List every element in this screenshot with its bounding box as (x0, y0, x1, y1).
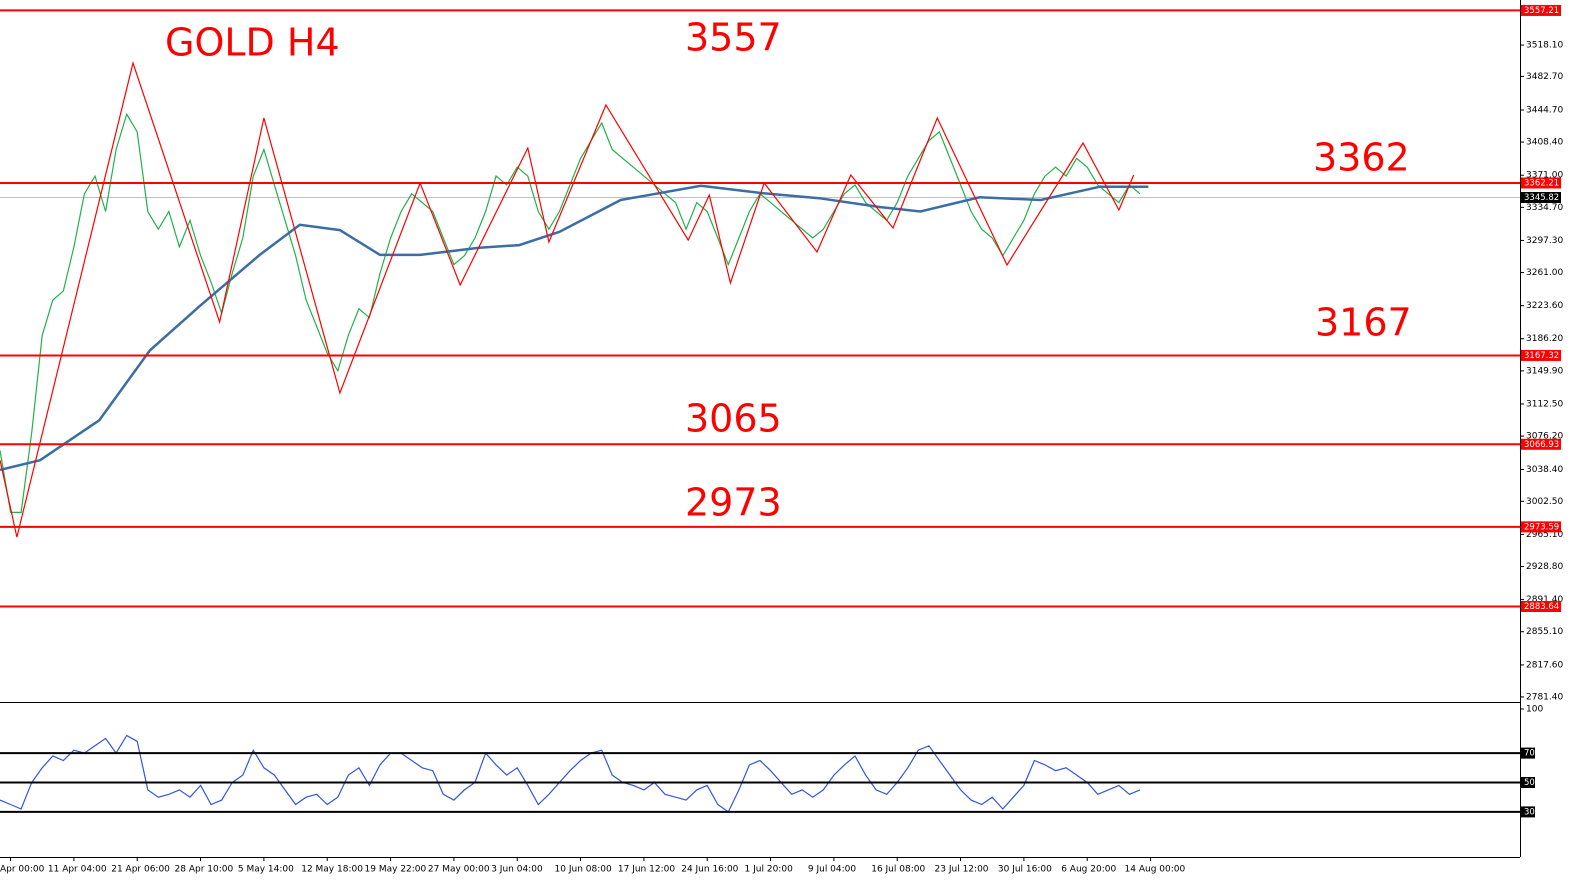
x-tick-label: 24 Jun 16:00 (681, 865, 738, 875)
x-tick-label: 12 May 18:00 (301, 865, 363, 875)
chart-title: GOLD H4 (165, 21, 340, 65)
x-tick-label: 9 Jul 04:00 (808, 865, 857, 875)
x-tick-label: 11 Apr 04:00 (48, 865, 107, 875)
bid-label-box (1521, 191, 1561, 203)
x-tick-label: 21 Apr 06:00 (111, 865, 170, 875)
x-tick-label: 5 May 14:00 (238, 865, 294, 875)
y-tick-label: 3186.20 (1526, 334, 1563, 344)
level-label: 30 (1524, 807, 1535, 817)
y-tick-label: 2817.60 (1526, 660, 1563, 670)
y-tick-label: 3297.30 (1526, 236, 1563, 246)
x-tick-label: 3 Jun 04:00 (491, 865, 543, 875)
x-tick-label: 16 Jul 08:00 (871, 865, 925, 875)
series-line (0, 60, 1135, 538)
level-label: 3066.93 (1524, 440, 1559, 450)
series-line (0, 734, 1141, 813)
level-label-box (1521, 4, 1561, 16)
level-label: 2973.59 (1524, 522, 1559, 532)
x-tick-label: 19 May 22:00 (365, 865, 427, 875)
y-tick-label: 3261.00 (1526, 268, 1563, 278)
y-tick-label: 2891.40 (1526, 595, 1563, 605)
annotation: 3167 (1315, 301, 1412, 345)
annotation: 3362 (1313, 136, 1410, 180)
y-tick-label: 3112.50 (1526, 399, 1563, 409)
x-tick-label: 17 Jun 12:00 (618, 865, 675, 875)
y-tick-label: 3482.70 (1526, 72, 1563, 82)
x-tick-label: 27 May 00:00 (428, 865, 490, 875)
x-tick-label: 28 Apr 10:00 (175, 865, 234, 875)
y-tick-label: 3408.40 (1526, 138, 1563, 148)
level-label: 70 (1524, 749, 1535, 759)
series-line (0, 112, 1141, 513)
y-tick-label: 3223.60 (1526, 301, 1563, 311)
bid-label: 3345.82 (1524, 193, 1559, 203)
level-label-box (1521, 600, 1561, 612)
level-label-box (1521, 438, 1561, 450)
y-tick-label: 3149.90 (1526, 366, 1563, 376)
x-tick-label: 30 Jul 16:00 (998, 865, 1052, 875)
level-label-box (1521, 806, 1535, 818)
y-tick-label: 100 (1526, 705, 1543, 715)
level-label-box (1521, 747, 1535, 759)
y-tick-label: 3371.00 (1526, 171, 1563, 181)
level-label-box (1521, 777, 1535, 788)
level-label-box (1521, 521, 1561, 533)
x-tick-label: 1 Jul 20:00 (745, 865, 794, 875)
x-tick-label: 10 Jun 08:00 (555, 865, 612, 875)
y-tick-label: 3334.70 (1526, 203, 1563, 213)
y-tick-label: 3444.70 (1526, 105, 1563, 115)
annotation: 3557 (685, 16, 782, 60)
x-tick-label: 6 Aug 20:00 (1061, 865, 1116, 875)
y-tick-label: 2781.40 (1526, 692, 1563, 702)
level-label: 3557.21 (1524, 6, 1559, 16)
level-label: 2883.64 (1524, 602, 1559, 612)
annotation: 2973 (685, 481, 782, 525)
level-label: 50 (1524, 778, 1535, 788)
y-tick-label: 3038.40 (1526, 465, 1563, 475)
level-label: 3167.32 (1524, 351, 1559, 361)
x-tick-label: 23 Jul 12:00 (935, 865, 989, 875)
series-line (0, 184, 1149, 472)
level-label: 3362.21 (1524, 178, 1559, 188)
y-tick-label: 3002.50 (1526, 497, 1563, 507)
y-tick-label: 2928.80 (1526, 562, 1563, 572)
level-label-box (1521, 349, 1561, 361)
y-tick-label: 3076.20 (1526, 432, 1563, 442)
y-tick-label: 2965.10 (1526, 530, 1563, 540)
y-tick-label: 3518.10 (1526, 41, 1563, 51)
annotation: 3065 (685, 397, 782, 441)
x-tick-label: Apr 00:00 (0, 865, 45, 875)
y-tick-label: 2855.10 (1526, 627, 1563, 637)
x-tick-label: 14 Aug 00:00 (1125, 865, 1186, 875)
level-label-box (1521, 177, 1561, 189)
